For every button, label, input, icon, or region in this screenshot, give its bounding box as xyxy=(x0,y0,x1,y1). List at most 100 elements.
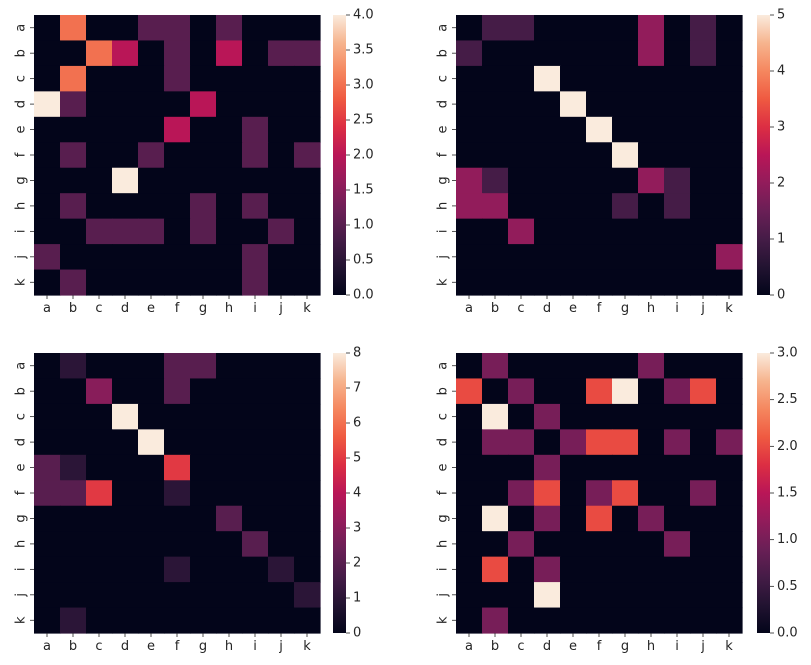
heatmap-cell-d-a xyxy=(34,429,61,456)
heatmap-cell-a-a xyxy=(456,15,483,42)
heatmap-cell-j-f xyxy=(164,244,191,271)
heatmap-cell-e-i xyxy=(242,116,269,143)
heatmap-cell-j-d xyxy=(534,244,561,271)
heatmap-cell-j-f xyxy=(586,582,613,609)
heatmap-cell-e-h xyxy=(638,454,665,481)
heatmap-cell-f-k xyxy=(716,480,743,507)
heatmap-cell-h-j xyxy=(268,193,295,220)
heatmap-cell-k-c xyxy=(508,269,535,296)
heatmap-cell-k-g xyxy=(612,607,639,634)
heatmap-cell-d-b xyxy=(60,429,87,456)
y-tick-label: e xyxy=(14,126,29,134)
colorbar-tick-label: 3 xyxy=(353,521,361,536)
heatmap-cell-h-h xyxy=(638,531,665,558)
heatmap-cell-i-f xyxy=(586,218,613,245)
heatmap-cell-c-g xyxy=(612,403,639,430)
colorbar-tick-label: 5 xyxy=(777,8,785,23)
y-tick-label: c xyxy=(436,75,451,82)
x-tick-label: k xyxy=(725,301,733,316)
heatmap-cell-j-g xyxy=(190,244,217,271)
heatmap-cell-i-i xyxy=(242,218,269,245)
heatmap-cell-g-e xyxy=(560,505,587,532)
heatmap-cell-c-i xyxy=(664,65,691,92)
heatmap-cell-g-h xyxy=(638,505,665,532)
heatmap-cell-b-h xyxy=(638,378,665,405)
heatmap-cell-k-g xyxy=(612,269,639,296)
heatmap-cell-e-i xyxy=(664,454,691,481)
heatmap-cell-j-i xyxy=(664,582,691,609)
heatmap-cell-g-f xyxy=(164,505,191,532)
y-tick-label: a xyxy=(436,362,451,370)
y-tick-label: d xyxy=(436,100,451,108)
heatmap-cell-f-i xyxy=(664,142,691,169)
heatmap-cell-f-d xyxy=(534,142,561,169)
heatmap-cell-d-c xyxy=(86,429,113,456)
y-tick-label: e xyxy=(14,464,29,472)
heatmap-cell-d-e xyxy=(560,429,587,456)
heatmap-cell-f-a xyxy=(456,142,483,169)
x-tick-label: b xyxy=(491,301,499,316)
heatmap-cell-c-j xyxy=(690,65,717,92)
heatmap-cell-b-c xyxy=(508,378,535,405)
heatmap-cell-b-j xyxy=(690,378,717,405)
heatmap-cell-h-h xyxy=(216,531,243,558)
heatmap-cell-k-j xyxy=(690,607,717,634)
x-tick-label: j xyxy=(278,301,283,316)
heatmap-cell-h-d xyxy=(534,531,561,558)
heatmap-cell-d-h xyxy=(216,91,243,118)
heatmap-cell-b-d xyxy=(534,40,561,67)
heatmap-cell-b-i xyxy=(242,378,269,405)
colorbar-tick-label: 2.0 xyxy=(777,439,798,454)
x-tick-label: c xyxy=(517,301,524,316)
colorbar-tick-label: 2 xyxy=(353,556,361,571)
heatmap-cell-f-b xyxy=(60,480,87,507)
heatmap-cell-f-j xyxy=(690,142,717,169)
y-tick-label: e xyxy=(436,126,451,134)
heatmap-cell-d-f xyxy=(164,91,191,118)
heatmap-cell-b-k xyxy=(716,40,743,67)
heatmap-cell-d-c xyxy=(86,91,113,118)
heatmap-cell-a-j xyxy=(268,353,295,380)
heatmap-cell-h-i xyxy=(664,193,691,220)
heatmap-cell-b-h xyxy=(216,378,243,405)
heatmap-cell-i-g xyxy=(612,218,639,245)
heatmap-cell-i-j xyxy=(268,218,295,245)
y-tick-label: b xyxy=(436,387,451,395)
heatmap-cell-d-a xyxy=(456,91,483,118)
heatmap-cell-h-g xyxy=(612,531,639,558)
heatmap-cell-e-i xyxy=(664,116,691,143)
heatmap-cell-b-i xyxy=(242,40,269,67)
colorbar-tick-label: 3.0 xyxy=(353,78,374,93)
heatmap-cell-k-j xyxy=(690,269,717,296)
heatmap-cell-h-e xyxy=(138,193,165,220)
heatmap-cell-b-j xyxy=(690,40,717,67)
heatmap-cell-g-b xyxy=(482,505,509,532)
heatmap-cell-f-h xyxy=(638,142,665,169)
heatmap-cell-f-f xyxy=(586,142,613,169)
heatmap-cell-c-j xyxy=(268,403,295,430)
heatmap-cell-b-a xyxy=(34,378,61,405)
heatmap-cell-g-j xyxy=(690,167,717,194)
heatmap-cell-j-c xyxy=(86,244,113,271)
heatmap-cell-f-k xyxy=(294,142,321,169)
x-tick-label: f xyxy=(175,301,180,316)
heatmap-cell-c-g xyxy=(190,403,217,430)
x-tick-label: d xyxy=(121,301,129,316)
heatmap-cell-d-g xyxy=(190,429,217,456)
heatmap-cell-j-a xyxy=(34,244,61,271)
heatmap-cell-e-j xyxy=(268,454,295,481)
heatmap-cell-e-d xyxy=(112,454,139,481)
heatmap-cell-b-c xyxy=(86,378,113,405)
heatmap-cell-f-i xyxy=(664,480,691,507)
heatmap-cell-a-c xyxy=(86,15,113,42)
heatmap-cell-g-j xyxy=(268,505,295,532)
heatmap-cell-c-e xyxy=(138,65,165,92)
heatmap-cell-a-k xyxy=(294,15,321,42)
y-tick-label: b xyxy=(436,49,451,57)
heatmap-cell-b-a xyxy=(456,378,483,405)
heatmap-cell-g-j xyxy=(268,167,295,194)
heatmap-cell-k-f xyxy=(586,607,613,634)
y-tick-label: b xyxy=(14,49,29,57)
colorbar-tick-label: 1.0 xyxy=(777,532,798,547)
heatmap-cell-f-e xyxy=(560,480,587,507)
